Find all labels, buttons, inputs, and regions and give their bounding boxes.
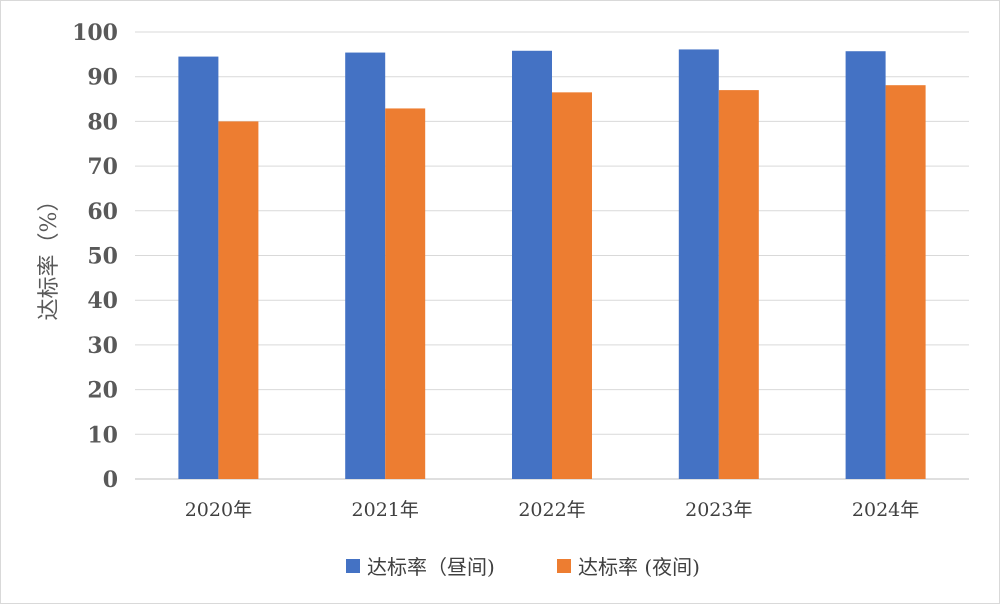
x-tick-label: 2020年	[185, 499, 252, 521]
y-tick-label: 30	[87, 333, 118, 359]
bar-day	[512, 50, 552, 480]
bar-day	[178, 56, 219, 480]
x-tick-label: 2024年	[852, 499, 919, 521]
y-tick-label: 80	[87, 109, 118, 135]
x-tick-label: 2023年	[685, 499, 752, 521]
legend-label: 达标率（昼间)	[367, 555, 495, 579]
legend-swatch	[557, 559, 571, 573]
bar-day	[345, 52, 386, 479]
bar-night	[885, 85, 926, 480]
y-tick-label: 100	[72, 20, 118, 46]
y-axis-label: 达标率（%）	[37, 190, 62, 321]
x-tick-label: 2022年	[518, 499, 585, 521]
bar-day	[678, 49, 719, 480]
y-tick-label: 70	[87, 154, 118, 180]
y-tick-label: 60	[87, 199, 118, 225]
legend-swatch	[346, 559, 360, 573]
bar-day	[845, 51, 886, 479]
bar-night	[218, 121, 259, 480]
bar-night	[552, 92, 592, 479]
legend: 达标率（昼间) 达标率 (夜间)	[346, 555, 700, 579]
bars	[178, 49, 926, 480]
legend-label: 达标率 (夜间)	[578, 555, 700, 579]
bar-night	[718, 90, 759, 480]
bar-night	[385, 108, 426, 479]
y-tick-label: 20	[87, 378, 118, 404]
y-axis-ticks: 0 10 20 30 40 50 60 70 80 90 100	[72, 20, 118, 493]
y-tick-label: 0	[103, 467, 118, 493]
y-tick-label: 40	[87, 288, 118, 314]
x-tick-label: 2021年	[352, 499, 419, 521]
y-tick-label: 50	[87, 244, 118, 270]
y-tick-label: 90	[87, 65, 118, 91]
y-tick-label: 10	[87, 422, 118, 448]
x-axis-ticks: 2020年 2021年 2022年 2023年 2024年	[185, 499, 920, 521]
